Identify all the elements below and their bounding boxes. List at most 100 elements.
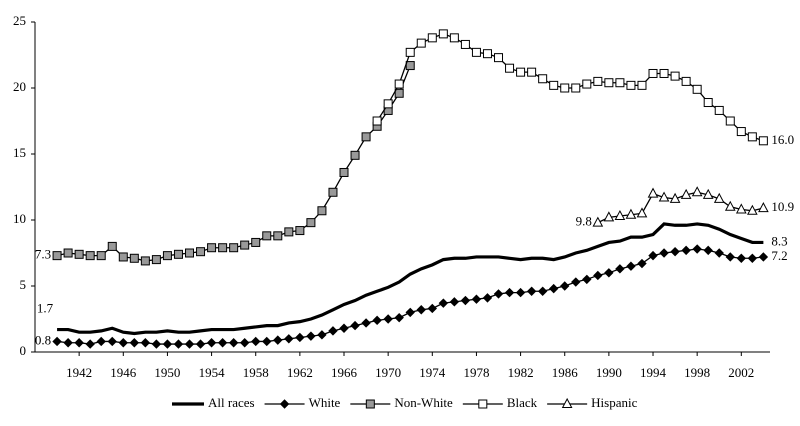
marker [538,74,548,84]
marker [725,116,735,126]
x-tick-label: 1974 [419,365,446,380]
marker [361,132,371,142]
marker [680,188,692,199]
marker [449,297,460,307]
data-label: 10.9 [771,199,794,214]
x-tick-label: 1994 [640,365,667,380]
marker [604,268,614,278]
marker [317,330,327,340]
marker [85,339,95,349]
marker [173,249,183,259]
marker [240,240,250,250]
marker [196,247,206,257]
marker [681,76,691,86]
marker [162,339,173,349]
marker [758,136,768,146]
marker [284,334,294,344]
legend-label: Hispanic [591,395,637,410]
y-tick-label: 15 [13,145,26,160]
data-label: 1.7 [37,301,54,316]
marker [405,307,415,318]
marker [669,192,681,203]
x-tick-label: 1958 [243,365,269,380]
x-tick-label: 1982 [508,365,534,380]
marker [670,246,680,257]
marker [560,281,570,291]
x-tick-label: 1998 [684,365,710,380]
series-line [57,222,764,336]
data-label: 16.0 [771,132,794,147]
marker [151,255,161,265]
marker [107,336,117,347]
legend-label: Non-White [394,395,453,410]
marker [692,84,702,94]
marker [637,80,647,90]
marker [460,295,471,306]
marker [405,47,415,57]
data-label: 0.8 [35,332,51,347]
marker [96,251,106,261]
marker [350,150,360,160]
marker [747,253,758,263]
marker [372,116,382,126]
marker [691,186,703,197]
marker [582,274,592,285]
marker [582,79,592,89]
legend-label: White [309,395,341,410]
marker [85,251,95,261]
marker [228,338,239,348]
marker [206,338,217,348]
x-tick-label: 1946 [110,365,137,380]
marker [670,71,680,81]
marker [427,303,438,314]
x-tick-label: 1990 [596,365,622,380]
marker [405,61,415,71]
marker [504,287,515,298]
marker [526,286,537,296]
marker [262,336,272,347]
y-tick-label: 20 [13,79,26,94]
marker [747,204,758,215]
marker [471,294,482,304]
marker [328,326,338,336]
x-tick-label: 1962 [287,365,313,380]
marker [625,208,637,219]
marker [350,320,360,331]
marker [505,63,515,73]
marker [692,244,702,254]
marker [284,227,294,237]
marker [317,206,327,216]
series-line [56,65,411,262]
legend: All races White Non-White Black Hispanic [172,395,638,410]
marker [593,270,603,281]
marker [736,253,747,263]
marker [416,38,426,48]
marker [339,167,349,177]
marker [239,338,250,348]
x-tick-label: 1950 [154,365,180,380]
marker [118,338,128,348]
marker [471,47,481,57]
y-tick-label: 0 [20,343,27,358]
marker [549,80,559,90]
marker [74,249,84,259]
marker [140,338,151,348]
data-label: 7.2 [771,248,787,263]
x-tick-label: 1954 [199,365,226,380]
marker [416,305,426,315]
marker [195,339,206,349]
marker [648,68,658,78]
marker [438,29,448,39]
marker [74,338,84,348]
marker [460,39,470,49]
series-line [597,191,764,224]
marker [482,49,492,59]
marker [394,88,404,98]
marker [63,248,73,258]
marker [107,241,117,251]
marker [229,243,239,253]
marker [703,245,713,256]
marker [151,339,162,349]
marker [129,253,139,263]
marker [758,252,769,262]
